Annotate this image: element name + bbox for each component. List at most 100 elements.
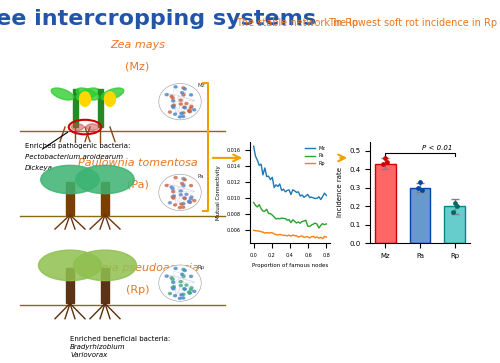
Rp bbox=[282, 233, 288, 237]
Rp bbox=[303, 235, 309, 239]
Rp bbox=[275, 233, 281, 237]
Circle shape bbox=[170, 186, 173, 188]
Mz bbox=[278, 188, 284, 193]
Mz bbox=[280, 187, 286, 191]
Pa bbox=[262, 209, 268, 213]
Circle shape bbox=[180, 285, 182, 287]
Text: The stable network in Rp: The stable network in Rp bbox=[236, 18, 358, 28]
Text: Three intercropping systems: Three intercropping systems bbox=[0, 9, 316, 29]
Circle shape bbox=[180, 194, 182, 196]
Circle shape bbox=[185, 284, 188, 286]
Circle shape bbox=[174, 86, 177, 88]
Text: P < 0.01: P < 0.01 bbox=[422, 145, 452, 151]
Mz bbox=[301, 195, 307, 200]
Ellipse shape bbox=[159, 174, 201, 211]
Pa bbox=[264, 207, 270, 211]
Circle shape bbox=[184, 179, 186, 181]
Y-axis label: Mutual Connectivity: Mutual Connectivity bbox=[216, 165, 220, 220]
Circle shape bbox=[180, 92, 184, 94]
Circle shape bbox=[179, 281, 182, 283]
Mz bbox=[294, 190, 300, 195]
Pa bbox=[324, 222, 330, 226]
Rp bbox=[280, 233, 286, 237]
Pa bbox=[306, 224, 312, 229]
Circle shape bbox=[165, 184, 168, 187]
Circle shape bbox=[168, 293, 172, 295]
Point bbox=[380, 161, 388, 167]
Circle shape bbox=[165, 275, 168, 277]
Rp bbox=[273, 232, 279, 237]
Text: Robinia pseudoacacia: Robinia pseudoacacia bbox=[76, 263, 198, 273]
Pa bbox=[260, 209, 266, 213]
Circle shape bbox=[190, 107, 192, 109]
Bar bbox=[101, 182, 109, 215]
Circle shape bbox=[184, 269, 186, 272]
Rp bbox=[310, 234, 316, 238]
Pa bbox=[304, 224, 310, 228]
Mz bbox=[320, 194, 326, 199]
Ellipse shape bbox=[51, 88, 74, 100]
Point bbox=[414, 185, 422, 191]
Mz bbox=[318, 197, 324, 202]
Pa bbox=[318, 223, 324, 228]
Point bbox=[451, 200, 459, 205]
Circle shape bbox=[174, 176, 177, 179]
Rp bbox=[320, 236, 326, 241]
Pa bbox=[292, 219, 298, 224]
Mz bbox=[276, 182, 282, 186]
Ellipse shape bbox=[76, 88, 99, 100]
Circle shape bbox=[188, 110, 191, 113]
Ellipse shape bbox=[104, 92, 116, 106]
Ellipse shape bbox=[101, 88, 124, 100]
Circle shape bbox=[168, 202, 172, 204]
Mz bbox=[256, 163, 262, 168]
Circle shape bbox=[190, 184, 192, 187]
Circle shape bbox=[179, 190, 182, 192]
Bar bbox=[98, 89, 102, 127]
Circle shape bbox=[172, 286, 176, 288]
Circle shape bbox=[172, 195, 176, 197]
Legend: Mz, Pa, Rp: Mz, Pa, Rp bbox=[303, 144, 328, 168]
Bar bbox=[66, 268, 74, 303]
Pa bbox=[299, 219, 305, 224]
Mz bbox=[292, 189, 298, 193]
Circle shape bbox=[190, 289, 192, 291]
Bar bbox=[374, 164, 396, 243]
Ellipse shape bbox=[159, 265, 201, 301]
Ellipse shape bbox=[76, 88, 99, 100]
Pa bbox=[320, 221, 326, 226]
Circle shape bbox=[165, 94, 168, 96]
Circle shape bbox=[174, 204, 176, 206]
Mz bbox=[299, 193, 305, 197]
Mz bbox=[262, 166, 268, 170]
Circle shape bbox=[171, 286, 174, 289]
Circle shape bbox=[179, 99, 182, 101]
Rp bbox=[276, 232, 282, 237]
Text: (Mz): (Mz) bbox=[126, 62, 150, 72]
Circle shape bbox=[180, 183, 184, 185]
Point bbox=[418, 187, 426, 192]
Rp bbox=[278, 233, 284, 237]
Rp bbox=[266, 231, 272, 235]
Circle shape bbox=[168, 111, 172, 113]
Circle shape bbox=[182, 206, 184, 208]
Pa bbox=[301, 219, 307, 223]
Line: Mz: Mz bbox=[254, 146, 326, 200]
Ellipse shape bbox=[86, 124, 99, 130]
Circle shape bbox=[190, 94, 192, 96]
Text: Zea mays: Zea mays bbox=[110, 40, 165, 50]
Mz bbox=[304, 192, 310, 196]
Circle shape bbox=[172, 288, 175, 290]
Circle shape bbox=[182, 94, 185, 96]
Circle shape bbox=[171, 196, 174, 198]
Line: Rp: Rp bbox=[254, 230, 326, 238]
Circle shape bbox=[182, 293, 185, 295]
Text: The lowest soft rot incidence in Rp: The lowest soft rot incidence in Rp bbox=[328, 18, 497, 28]
Point bbox=[381, 155, 389, 161]
Rp bbox=[301, 235, 307, 240]
Circle shape bbox=[172, 197, 175, 199]
Pa bbox=[310, 222, 316, 226]
Circle shape bbox=[182, 184, 185, 187]
Pa bbox=[280, 216, 286, 220]
Circle shape bbox=[190, 105, 193, 107]
